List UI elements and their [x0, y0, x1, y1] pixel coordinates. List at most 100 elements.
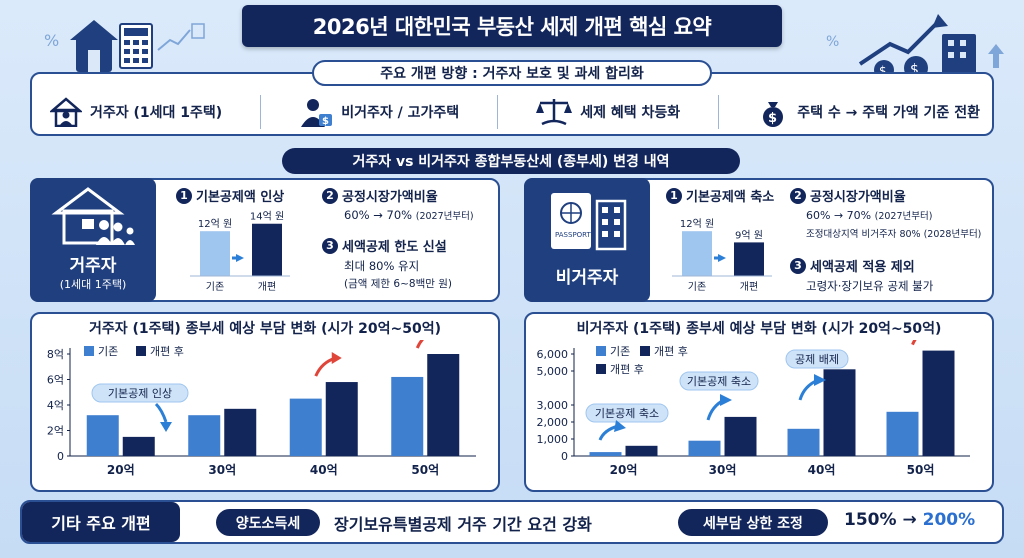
- scales-icon: [536, 99, 573, 126]
- person-money-icon: $: [301, 99, 333, 127]
- bar-after: [224, 408, 257, 456]
- resident-label: 거주자: [69, 256, 117, 276]
- resident-mini-chart: 12억 원기존 14억 원개편: [190, 211, 290, 293]
- svg-text:%: %: [826, 34, 839, 50]
- bar-before: [289, 398, 322, 456]
- capital-gains-tag: 양도소득세: [216, 509, 320, 536]
- item-title-text: 기본공제액 축소: [686, 190, 775, 205]
- annotation-bubble: [585, 403, 669, 423]
- resident-chart-title: 거주자 (1주택) 종부세 예상 부담 변화 (시가 20억~50억): [89, 321, 441, 337]
- mini-category-label: 기존: [688, 281, 706, 293]
- y-tick-label: 1,000: [537, 433, 569, 446]
- legend-swatch: [596, 346, 606, 356]
- item-title-text: 세액공제 한도 신설: [342, 240, 447, 255]
- x-tick-label: 30억: [208, 463, 236, 477]
- annotation-label: 기본공제 축소: [687, 375, 751, 388]
- resident-item3-title: 3 세액공제 한도 신설: [322, 236, 447, 255]
- resident-label-box: 거주자 (1세대 1주택): [30, 178, 156, 302]
- annotation-label: 기본공제 인상: [108, 387, 172, 400]
- mini-arrow: [718, 254, 726, 262]
- mini-category-label: 개편: [740, 281, 758, 293]
- bar-before: [391, 376, 424, 456]
- legend-swatch: [84, 346, 94, 356]
- mini-bar: [200, 231, 230, 276]
- x-tick-label: 20억: [107, 463, 135, 477]
- nonresident-item2-line2: 조정대상지역 비거주자 80% (2028년부터): [806, 229, 982, 240]
- bar-before: [886, 411, 919, 456]
- mini-bar-value: 12억 원: [198, 218, 232, 230]
- rate-change: 60% → 70%: [806, 209, 872, 222]
- mini-arrow: [236, 254, 244, 262]
- tax-cap-before: 150% →: [844, 510, 923, 530]
- annotation-arrow: [154, 402, 168, 423]
- annotation-arrowhead: [814, 374, 826, 386]
- bar-before: [688, 440, 721, 456]
- mini-bar: [734, 242, 764, 276]
- nonresident-chart-card: [524, 312, 994, 492]
- number-badge: 2: [790, 187, 806, 204]
- bar-after: [724, 416, 757, 456]
- bar-after: [122, 436, 155, 456]
- direction-item-label: 세제 혜택 차등화: [580, 105, 681, 121]
- annotation-bubble: [679, 371, 759, 391]
- tax-cap-text: 150% → 200%: [844, 510, 975, 530]
- passport-building-icon: PASSPORT: [551, 193, 627, 251]
- bar-after: [325, 382, 358, 456]
- mini-bar: [682, 231, 712, 276]
- other-reforms-bar: [20, 500, 1004, 544]
- annotation-arrowhead: [720, 394, 732, 406]
- bar-before: [188, 415, 221, 456]
- bar-after: [625, 445, 658, 456]
- legend-label: 개편 후: [654, 345, 688, 358]
- bar-before: [589, 452, 622, 456]
- divider: [497, 95, 499, 129]
- capital-gains-text: 장기보유특별공제 거주 기간 요건 강화: [334, 515, 592, 534]
- legend-label: 개편 후: [610, 363, 644, 376]
- nonresident-item3-title: 3 세액공제 적용 제외: [790, 256, 915, 275]
- nonresident-item1-title: 1 기본공제액 축소: [666, 186, 774, 205]
- nonresident-burden-chart: 0 1,000 2,000 3,000 5,000 6,000 20억 30억 40억 50억 기존…: [537, 340, 970, 477]
- mini-bar-value: 9억 원: [735, 229, 763, 241]
- direction-item: 세제 혜택 차등화: [536, 96, 680, 128]
- building-calculator-icon: %: [44, 20, 205, 72]
- y-tick-label: 2,000: [537, 416, 569, 429]
- family-house-icon: [51, 187, 135, 245]
- y-tick-label: 0: [57, 450, 64, 463]
- divider: [260, 95, 262, 129]
- legend-swatch: [596, 364, 606, 374]
- item-title-text: 세액공제 적용 제외: [810, 260, 915, 275]
- trend-arrowhead: [331, 352, 342, 365]
- x-tick-label: 50억: [411, 463, 439, 477]
- number-badge: 2: [322, 187, 338, 204]
- annotation-bubble: [91, 383, 189, 403]
- resident-item1-title: 1 기본공제액 인상: [176, 186, 284, 205]
- bar-before: [787, 428, 820, 456]
- mini-bar: [252, 223, 282, 276]
- number-badge: 3: [322, 237, 338, 254]
- y-tick-label: 4억: [47, 399, 64, 412]
- annotation-label: 공제 배제: [795, 353, 839, 366]
- resident-item2-title: 2 공정시장가액비율: [322, 186, 438, 205]
- legend-label: 기존: [610, 345, 630, 358]
- legend-swatch: [136, 346, 146, 356]
- direction-items: 거주자 (1세대 1주택) $ 비거주자 / 고가주택 세제 혜택 차등화 $ …: [50, 92, 980, 132]
- annotation-arrowhead: [614, 420, 626, 432]
- other-reforms-label: 기타 주요 개편: [22, 502, 180, 542]
- item-title-text: 공정시장가액비율: [342, 190, 438, 205]
- number-badge: 1: [176, 187, 192, 204]
- page-title: 2026년 대한민국 부동산 세제 개편 핵심 요약: [242, 5, 782, 47]
- trend-arrow: [415, 340, 424, 349]
- item-title-text: 공정시장가액비율: [810, 190, 906, 205]
- direction-item-label: 비거주자 / 고가주택: [341, 105, 460, 121]
- divider: [718, 95, 720, 129]
- x-tick-label: 50억: [907, 463, 935, 477]
- mini-category-label: 기존: [206, 281, 224, 293]
- direction-item-label: 주택 수 → 주택 가액 기준 전환: [797, 105, 980, 121]
- x-tick-label: 20억: [610, 463, 638, 477]
- y-tick-label: 3,000: [537, 399, 569, 412]
- x-tick-label: 40억: [808, 463, 836, 477]
- nonresident-item3-line1: 고령자·장기보유 공제 불가: [806, 279, 934, 293]
- direction-item: $ 주택 수 → 주택 가액 기준 전환: [757, 96, 980, 128]
- resident-item2-line1: 60% → 70% (2027년부터): [344, 208, 474, 222]
- nonresident-item2-line1: 60% → 70% (2027년부터): [806, 208, 932, 222]
